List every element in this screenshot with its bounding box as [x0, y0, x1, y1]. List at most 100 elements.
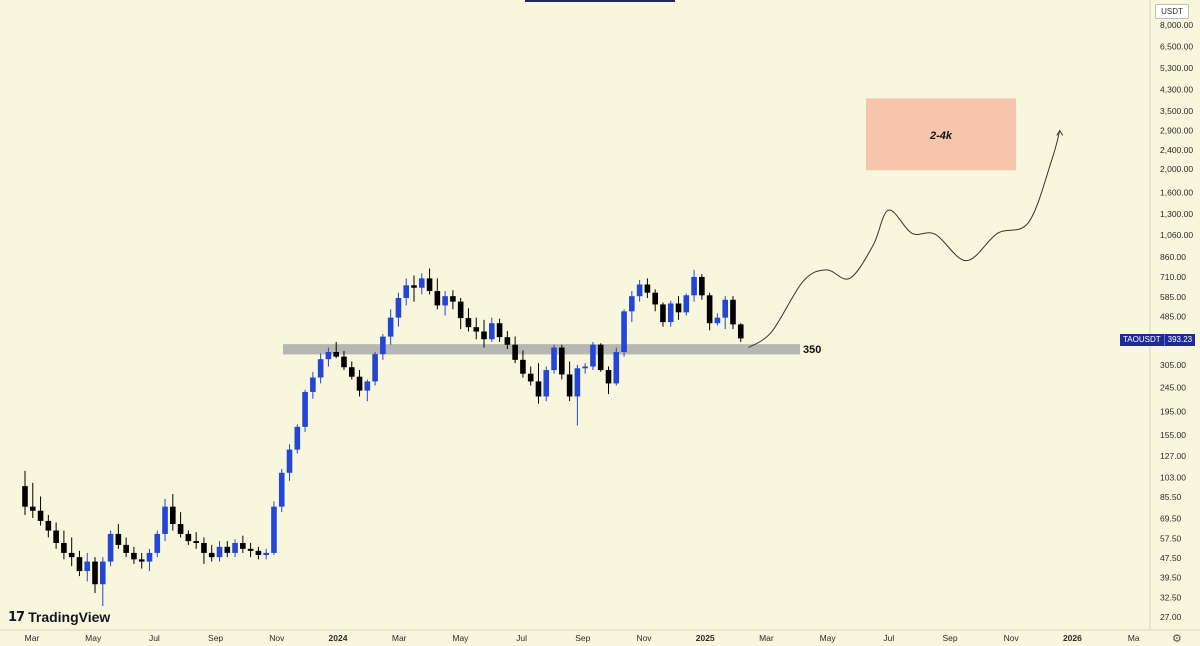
candle [286, 444, 293, 481]
x-tick-label: Jul [883, 633, 894, 643]
candle-body [582, 366, 588, 369]
candle [605, 366, 612, 395]
candle-body [629, 296, 635, 312]
candle-body [271, 506, 277, 553]
candle-body [115, 533, 122, 545]
candle [154, 530, 161, 558]
candle [629, 291, 635, 323]
y-tick-label: 69.50 [1160, 514, 1182, 524]
candle [22, 470, 28, 515]
currency-badge[interactable]: USDT [1155, 4, 1189, 19]
x-tick-label: Nov [636, 633, 652, 643]
y-tick-label: 1,600.00 [1160, 187, 1193, 197]
candle [667, 300, 674, 327]
candle [61, 530, 67, 560]
candle-body [84, 561, 91, 572]
candle-body [286, 449, 293, 473]
candle-body [263, 552, 269, 556]
candle [278, 469, 285, 513]
candle-body [37, 510, 44, 521]
y-tick-label: 5,300.00 [1160, 63, 1193, 73]
candle-body [395, 297, 402, 318]
candle-body [403, 285, 410, 298]
candle-body [636, 284, 643, 297]
candle [551, 344, 557, 374]
candle [53, 522, 59, 549]
candle-body [644, 284, 651, 293]
support-level-label: 350 [803, 344, 822, 356]
candle [590, 341, 596, 371]
x-tick-label: 2026 [1063, 633, 1082, 643]
candle-body [457, 301, 464, 319]
candle [240, 535, 246, 553]
candle-body [660, 304, 666, 323]
candle [543, 366, 550, 402]
candle-body [489, 323, 495, 340]
candle-body [232, 542, 238, 553]
x-tick-label: Nov [269, 633, 285, 643]
candle [356, 370, 363, 397]
candle [146, 548, 153, 572]
candle-body [652, 292, 658, 305]
x-tick-label: Sep [208, 633, 223, 643]
candle [380, 334, 386, 360]
candle-body [76, 557, 83, 572]
gear-icon[interactable]: ⚙ [1172, 633, 1182, 645]
candle-body [92, 561, 98, 585]
x-tick-label: May [452, 633, 469, 643]
candle-body [294, 426, 301, 450]
candle-body [613, 351, 620, 384]
projection-arrowhead [1056, 129, 1064, 136]
candle-body [193, 541, 199, 543]
candle [271, 501, 277, 556]
candle-body [737, 324, 744, 339]
tradingview-logo[interactable]: 17 TradingView [8, 609, 110, 625]
x-tick-label: Nov [1004, 633, 1020, 643]
candle [691, 269, 697, 302]
candle-body [68, 552, 75, 558]
y-tick-label: 57.50 [1160, 533, 1182, 543]
candle-body [714, 317, 721, 324]
candle-body [605, 370, 612, 384]
candle [310, 371, 316, 399]
y-tick-label: 195.00 [1160, 406, 1186, 416]
candle [193, 532, 199, 549]
y-tick-label: 305.00 [1160, 360, 1186, 370]
candle-body [683, 295, 690, 313]
x-tick-label: Jul [516, 633, 527, 643]
candle-body [535, 381, 542, 397]
y-tick-label: 127.00 [1160, 451, 1186, 461]
candle [68, 537, 75, 567]
candle [247, 542, 254, 558]
candle [403, 278, 410, 306]
y-tick-label: 245.00 [1160, 383, 1186, 393]
y-tick-label: 4,300.00 [1160, 85, 1193, 95]
candle [582, 363, 588, 374]
candle-body [162, 506, 168, 534]
candle [208, 544, 215, 562]
y-tick-label: 2,900.00 [1160, 126, 1193, 136]
candle-body [387, 317, 394, 337]
candle [574, 364, 581, 426]
last-price-tag: TAOUSDT 393.23 [1120, 334, 1196, 346]
candle [434, 278, 441, 310]
candle-body [722, 299, 728, 318]
candle [348, 361, 355, 380]
candle-body [170, 506, 176, 525]
y-tick-label: 155.00 [1160, 430, 1186, 440]
candle [559, 344, 565, 380]
target-zone-label: 2-4k [929, 130, 953, 142]
x-tick-label: 2025 [696, 633, 715, 643]
x-tick-label: May [85, 633, 102, 643]
candle [100, 557, 106, 607]
y-tick-label: 1,060.00 [1160, 230, 1193, 240]
candle-body [325, 351, 332, 360]
candle [37, 496, 44, 526]
candle-body [224, 546, 231, 553]
y-tick-label: 1,300.00 [1160, 209, 1193, 219]
projection-path [748, 130, 1061, 348]
candle-body [597, 344, 604, 371]
candle-body [520, 359, 526, 374]
